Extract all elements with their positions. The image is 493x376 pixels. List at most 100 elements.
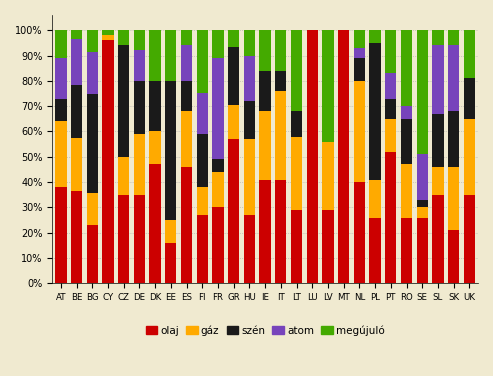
Bar — [149, 30, 161, 81]
Bar — [118, 45, 129, 157]
Legend: olaj, gáz, szén, atom, megújuló: olaj, gáz, szén, atom, megújuló — [141, 321, 389, 340]
Bar — [71, 138, 82, 191]
Bar — [71, 191, 82, 284]
Bar — [401, 30, 412, 106]
Bar — [353, 182, 365, 284]
Bar — [165, 220, 176, 243]
Bar — [275, 91, 286, 180]
Bar — [55, 99, 67, 121]
Bar — [417, 30, 428, 154]
Bar — [103, 40, 114, 284]
Bar — [291, 30, 302, 111]
Bar — [244, 139, 255, 215]
Bar — [244, 30, 255, 56]
Bar — [55, 30, 67, 58]
Bar — [55, 121, 67, 187]
Bar — [212, 208, 224, 284]
Bar — [165, 81, 176, 220]
Bar — [134, 81, 145, 134]
Bar — [103, 30, 114, 35]
Bar — [448, 30, 459, 45]
Bar — [432, 114, 444, 167]
Bar — [448, 111, 459, 167]
Bar — [353, 30, 365, 48]
Bar — [228, 105, 239, 139]
Bar — [212, 30, 224, 58]
Bar — [197, 134, 208, 187]
Bar — [353, 81, 365, 182]
Bar — [71, 85, 82, 138]
Bar — [259, 180, 271, 284]
Bar — [55, 58, 67, 99]
Bar — [212, 172, 224, 208]
Bar — [291, 210, 302, 284]
Bar — [338, 30, 350, 284]
Bar — [369, 30, 381, 43]
Bar — [432, 167, 444, 195]
Bar — [432, 30, 444, 45]
Bar — [165, 243, 176, 284]
Bar — [118, 30, 129, 45]
Bar — [228, 139, 239, 284]
Bar — [259, 71, 271, 111]
Bar — [385, 119, 396, 152]
Bar — [134, 195, 145, 284]
Bar — [103, 35, 114, 40]
Bar — [417, 208, 428, 218]
Bar — [275, 71, 286, 91]
Bar — [197, 187, 208, 215]
Bar — [181, 81, 192, 111]
Bar — [291, 136, 302, 210]
Bar — [134, 50, 145, 81]
Bar — [118, 157, 129, 195]
Bar — [401, 218, 412, 284]
Bar — [149, 132, 161, 164]
Bar — [134, 30, 145, 50]
Bar — [118, 195, 129, 284]
Bar — [212, 159, 224, 172]
Bar — [307, 30, 318, 284]
Bar — [322, 30, 334, 142]
Bar — [87, 193, 98, 225]
Bar — [448, 45, 459, 111]
Bar — [385, 73, 396, 99]
Bar — [134, 134, 145, 195]
Bar — [259, 111, 271, 180]
Bar — [71, 30, 82, 39]
Bar — [87, 52, 98, 94]
Bar — [464, 195, 475, 284]
Bar — [87, 225, 98, 284]
Bar — [228, 30, 239, 47]
Bar — [417, 200, 428, 208]
Bar — [149, 164, 161, 284]
Bar — [244, 215, 255, 284]
Bar — [275, 180, 286, 284]
Bar — [448, 167, 459, 230]
Bar — [71, 39, 82, 85]
Bar — [275, 30, 286, 71]
Bar — [353, 48, 365, 58]
Bar — [401, 164, 412, 218]
Bar — [291, 111, 302, 136]
Bar — [401, 119, 412, 164]
Bar — [432, 45, 444, 114]
Bar — [417, 154, 428, 200]
Bar — [369, 180, 381, 218]
Bar — [432, 195, 444, 284]
Bar — [181, 167, 192, 284]
Bar — [197, 94, 208, 134]
Bar — [385, 152, 396, 284]
Bar — [322, 210, 334, 284]
Bar — [165, 30, 176, 81]
Bar — [401, 106, 412, 119]
Bar — [149, 81, 161, 132]
Bar — [322, 142, 334, 210]
Bar — [464, 119, 475, 195]
Bar — [87, 94, 98, 193]
Bar — [464, 30, 475, 78]
Bar — [464, 78, 475, 119]
Bar — [244, 101, 255, 139]
Bar — [417, 218, 428, 284]
Bar — [369, 218, 381, 284]
Bar — [181, 45, 192, 81]
